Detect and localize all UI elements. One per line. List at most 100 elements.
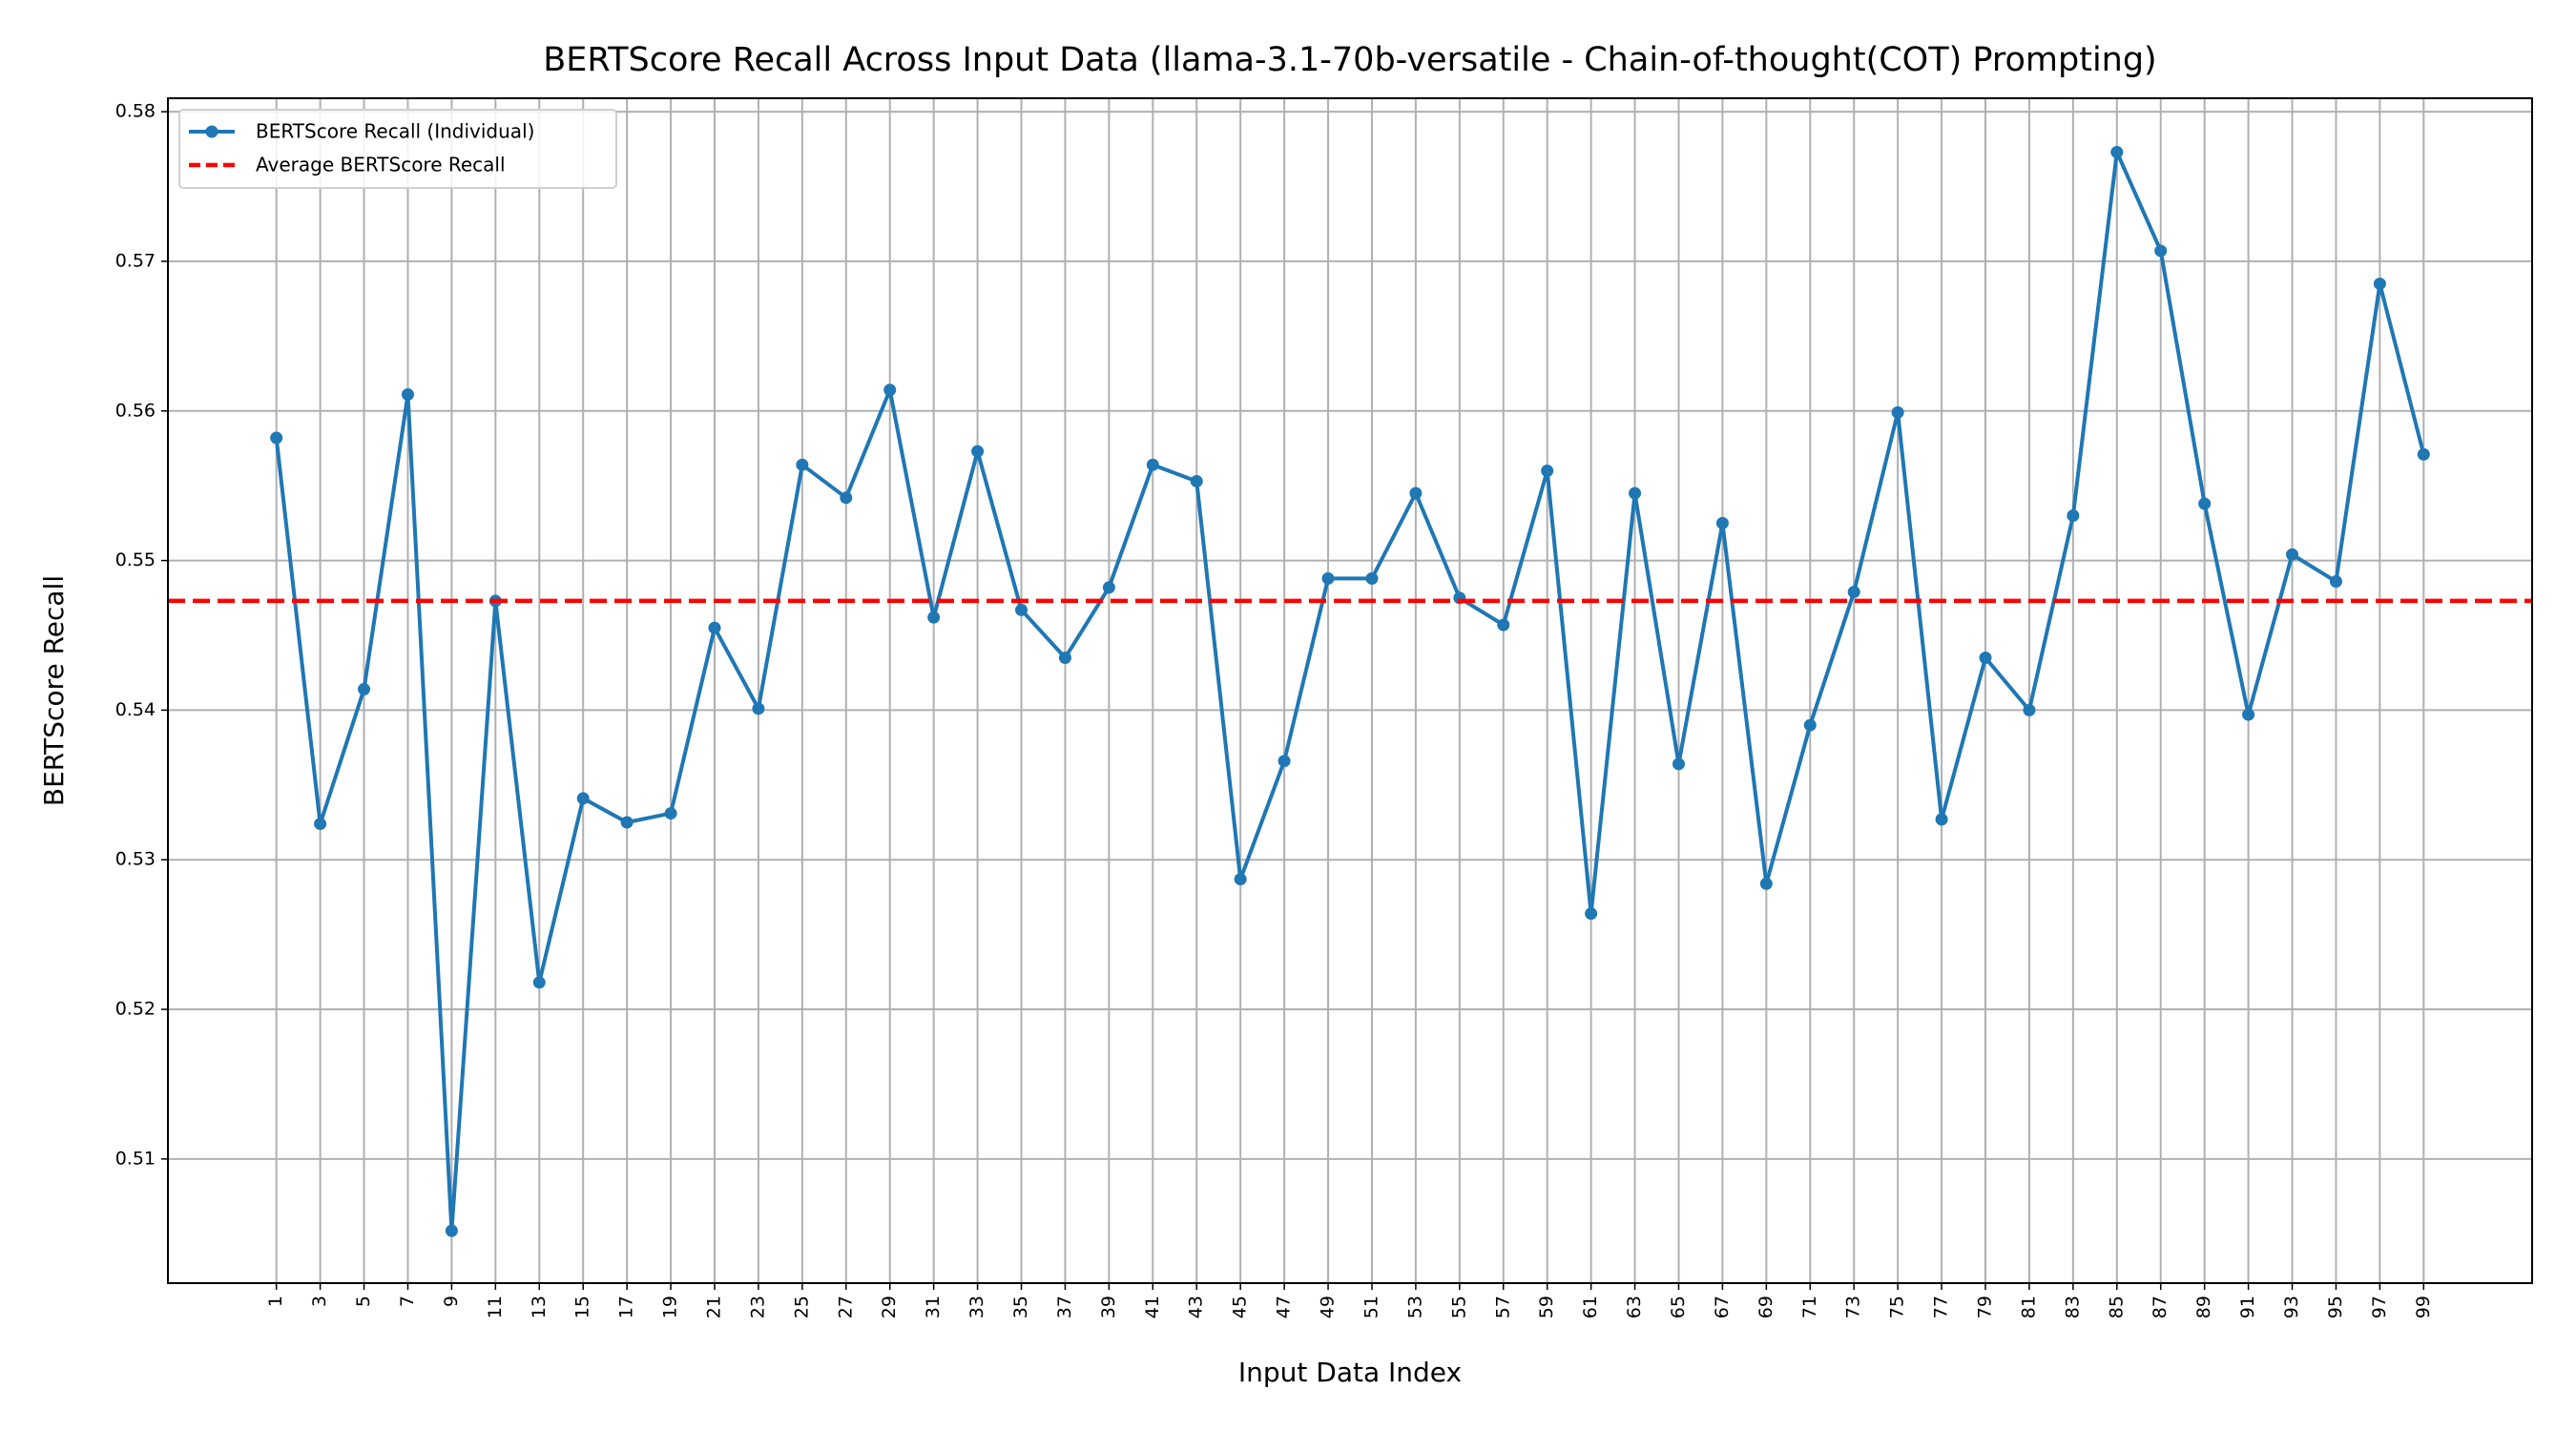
data-point: [1629, 487, 1642, 500]
x-tick-label: 17: [616, 1296, 637, 1318]
data-point: [1541, 464, 1554, 477]
x-tick-label: 31: [923, 1296, 944, 1318]
x-tick-label: 65: [1668, 1296, 1689, 1318]
x-tick-label: 19: [660, 1296, 681, 1318]
x-tick-label: 69: [1755, 1296, 1776, 1318]
data-point: [1891, 405, 1904, 419]
data-point: [1321, 571, 1335, 585]
x-tick-label: 39: [1098, 1296, 1119, 1318]
x-tick-label: 43: [1186, 1296, 1207, 1318]
x-tick-label: 73: [1843, 1296, 1864, 1318]
data-point: [576, 792, 590, 805]
x-tick-label: 91: [2237, 1296, 2258, 1318]
legend-swatch: [205, 125, 218, 138]
data-point: [1715, 516, 1729, 529]
data-point: [1585, 907, 1598, 921]
y-axis-label: BERTScore Recall: [38, 575, 70, 806]
x-tick-label: 81: [2018, 1296, 2039, 1318]
x-tick-label: 89: [2193, 1296, 2214, 1318]
data-point: [401, 388, 414, 401]
x-tick-label: 83: [2062, 1296, 2083, 1318]
x-tick-label: 29: [879, 1296, 900, 1318]
x-tick-label: 47: [1274, 1296, 1295, 1318]
legend-label: Average BERTScore Recall: [256, 154, 506, 176]
x-tick-label: 45: [1230, 1296, 1251, 1318]
data-point: [2023, 703, 2036, 716]
x-tick-label: 95: [2325, 1296, 2346, 1318]
x-tick-label: 3: [309, 1296, 330, 1307]
data-point: [2110, 145, 2124, 158]
data-point: [971, 445, 985, 458]
data-point: [2154, 244, 2168, 258]
data-point: [1102, 581, 1115, 594]
data-point: [532, 976, 546, 989]
data-point: [2286, 548, 2299, 561]
x-tick-label: 11: [485, 1296, 506, 1318]
data-point: [270, 431, 283, 445]
data-point: [840, 491, 853, 505]
data-point: [620, 816, 634, 829]
data-point: [314, 818, 327, 831]
x-tick-label: 35: [1010, 1296, 1031, 1318]
y-tick-label: 0.53: [115, 849, 156, 870]
x-tick-label: 9: [441, 1296, 462, 1307]
x-tick-label: 1: [265, 1296, 286, 1307]
x-tick-label: 33: [966, 1296, 987, 1318]
x-tick-label: 51: [1361, 1296, 1381, 1318]
x-tick-label: 7: [397, 1296, 418, 1307]
x-tick-label: 59: [1536, 1296, 1557, 1318]
data-point: [927, 611, 941, 624]
data-point: [2242, 708, 2255, 721]
data-point: [1365, 571, 1379, 585]
data-line: [274, 150, 2426, 1234]
x-tick-label: 55: [1448, 1296, 1469, 1318]
data-point: [796, 458, 809, 471]
data-point: [752, 702, 765, 716]
x-tick-label: 71: [1799, 1296, 1820, 1318]
legend-label: BERTScore Recall (Individual): [256, 120, 534, 143]
data-point: [2373, 277, 2386, 290]
x-tick-label: 15: [572, 1296, 593, 1318]
x-tick-label: 57: [1492, 1296, 1513, 1318]
x-tick-label: 75: [1887, 1296, 1908, 1318]
y-tick-label: 0.52: [115, 999, 156, 1020]
data-point: [358, 682, 371, 695]
data-point: [1058, 652, 1071, 664]
x-tick-label: 21: [703, 1296, 724, 1318]
data-point: [1979, 652, 1992, 664]
data-point: [1409, 487, 1423, 500]
data-point: [2329, 575, 2342, 589]
x-axis-label: Input Data Index: [1238, 1357, 1462, 1388]
data-point: [708, 621, 721, 634]
data-point: [1803, 718, 1817, 732]
x-tick-label: 79: [1975, 1296, 1996, 1318]
x-tick-label: 97: [2369, 1296, 2390, 1318]
x-tick-label: 63: [1624, 1296, 1645, 1318]
data-point: [2417, 447, 2430, 461]
x-tick-label: 99: [2413, 1296, 2434, 1318]
data-point: [2067, 509, 2080, 523]
legend-box: [178, 109, 617, 189]
data-point: [1278, 755, 1291, 768]
x-tick-label: 61: [1580, 1296, 1601, 1318]
x-tick-label: 23: [747, 1296, 768, 1318]
y-tick-label: 0.51: [115, 1148, 156, 1169]
data-point: [1935, 813, 1948, 826]
y-tick-label: 0.54: [115, 699, 156, 720]
data-point: [445, 1224, 458, 1237]
x-tick-label: 85: [2106, 1296, 2127, 1318]
y-tick-label: 0.57: [115, 250, 156, 271]
data-point: [1015, 603, 1028, 616]
x-tick-label: 77: [1931, 1296, 1952, 1318]
y-tick-label: 0.56: [115, 400, 156, 421]
data-point: [1759, 877, 1773, 890]
x-tick-label: 41: [1142, 1296, 1163, 1318]
data-point: [1190, 474, 1203, 487]
chart-title: BERTScore Recall Across Input Data (llam…: [543, 41, 2156, 79]
data-point: [2198, 497, 2212, 510]
x-tick-label: 25: [791, 1296, 812, 1318]
x-tick-label: 49: [1318, 1296, 1339, 1318]
y-tick-label: 0.58: [115, 101, 156, 122]
x-tick-label: 93: [2281, 1296, 2302, 1318]
